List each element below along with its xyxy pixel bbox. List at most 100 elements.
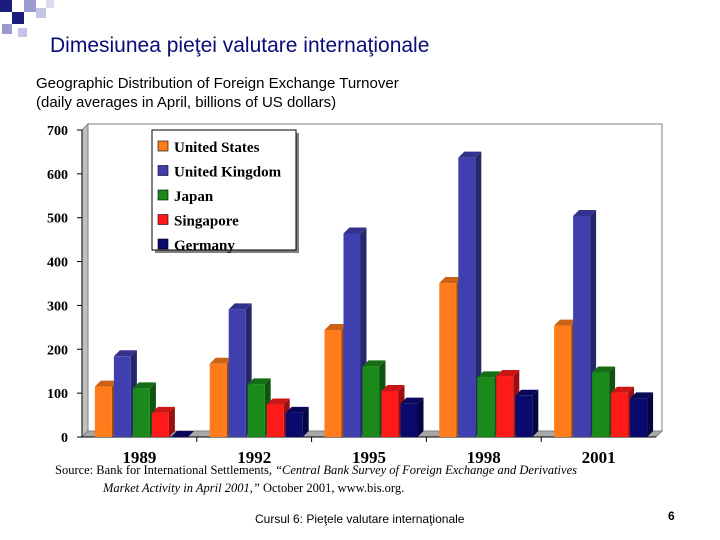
page-number: 6 [668,509,675,523]
bar-top-singapore [496,370,520,377]
legend-swatch [157,189,169,201]
bar-united-states [324,329,342,437]
bar-side-germany [302,406,309,437]
slide-footer: Cursul 6: Pieţele valutare internaţional… [255,512,465,526]
deco-square [2,24,12,34]
bar-top-united-kingdom [343,227,367,234]
chart-subtitle: Geographic Distribution of Foreign Excha… [36,74,399,112]
bar-side-united-kingdom [475,151,482,437]
x-tick-label: 1998 [467,448,501,467]
bar-united-states [94,386,112,437]
y-tick-label: 600 [47,168,68,183]
deco-square [46,0,54,8]
source-survey-title-cont: Market Activity in April 2001,” [103,481,260,495]
bar-united-states [439,283,457,437]
y-tick-label: 200 [47,343,68,358]
bar-top-united-states [554,319,578,326]
bar-germany [285,412,303,437]
bar-japan [132,388,150,437]
bar-top-japan [477,371,501,378]
bar-germany [400,403,418,437]
legend-label: United States [174,140,260,156]
bar-side-germany [417,397,424,437]
x-tick-label: 1995 [352,448,386,467]
bar-top-united-kingdom [113,350,137,357]
bar-top-singapore [151,406,175,413]
bar-top-singapore [381,384,405,391]
bar-top-japan [592,366,616,373]
bar-united-kingdom [113,356,131,437]
bar-top-germany [400,397,424,404]
bar-singapore [266,404,284,437]
subtitle-line-2: (daily averages in April, billions of US… [36,94,337,111]
source-suffix: October 2001, www.bis.org. [259,481,405,495]
slide-title: Dimesiunea pieţei valutare internaţional… [50,34,430,57]
source-survey-title: “Central Bank Survey of Foreign Exchange… [275,463,577,477]
legend-swatch [157,214,169,225]
bar-germany [630,398,648,437]
bar-top-united-kingdom [458,151,482,158]
legend-swatch [157,140,169,152]
bar-united-kingdom [573,215,591,437]
bar-top-japan [362,360,386,367]
deco-square [12,12,24,24]
bar-germany [515,395,533,437]
x-tick-label: 1989 [122,448,156,467]
bar-united-kingdom [458,157,476,437]
source-line-2: Market Activity in April 2001,” October … [55,479,695,497]
bar-united-kingdom [228,309,246,437]
bar-top-germany [515,389,539,396]
legend-box [151,129,297,251]
legend-label: Japan [174,189,214,205]
bar-united-states [209,363,227,437]
bar-top-singapore [266,398,290,405]
bar-top-japan [132,382,156,389]
x-tick-label: 2001 [582,448,616,467]
bar-side-singapore [168,406,175,437]
bar-united-states [554,325,572,437]
y-tick-label: 400 [47,256,68,271]
bar-top-united-states [324,323,348,330]
bar-top-united-states [439,277,463,284]
bar-top-germany [170,431,194,437]
deco-square [36,8,46,18]
bar-top-germany [285,406,309,413]
y-tick-label: 500 [47,212,68,227]
bar-singapore [381,390,399,437]
bar-top-japan [247,378,271,385]
y-tick-label: 100 [47,387,68,402]
corner-decoration [0,0,60,44]
bar-japan [247,384,265,437]
deco-square [18,28,27,37]
y-tick-label: 700 [47,124,68,139]
bar-japan [362,366,380,437]
bar-singapore [151,412,169,437]
legend-label: Singapore [174,214,239,230]
bar-top-united-states [94,380,118,387]
y-tick-label: 300 [47,299,68,314]
legend-label: United Kingdom [174,165,282,181]
bar-top-united-states [209,357,233,364]
y-tick-label: 0 [61,431,68,446]
legend-swatch [157,165,169,176]
legend-label: Germany [174,238,235,254]
bar-japan [477,377,495,437]
bar-singapore [611,392,629,437]
bar-side-germany [647,392,654,437]
bar-side-germany [532,389,539,437]
deco-square [0,0,12,12]
source-citation: Source: Bank for International Settlemen… [55,461,695,497]
bar-japan [592,372,610,437]
bar-top-singapore [611,386,635,393]
bar-singapore [496,376,514,437]
chart-side-wall [81,122,89,439]
bar-top-united-kingdom [573,209,597,216]
bar-top-united-kingdom [228,303,252,310]
subtitle-line-1: Geographic Distribution of Foreign Excha… [36,75,399,92]
x-tick-label: 1992 [237,448,271,467]
bar-united-kingdom [343,233,361,437]
deco-square [24,0,36,12]
source-prefix: Source: Bank for International Settlemen… [55,463,276,477]
bar-top-germany [630,392,654,399]
